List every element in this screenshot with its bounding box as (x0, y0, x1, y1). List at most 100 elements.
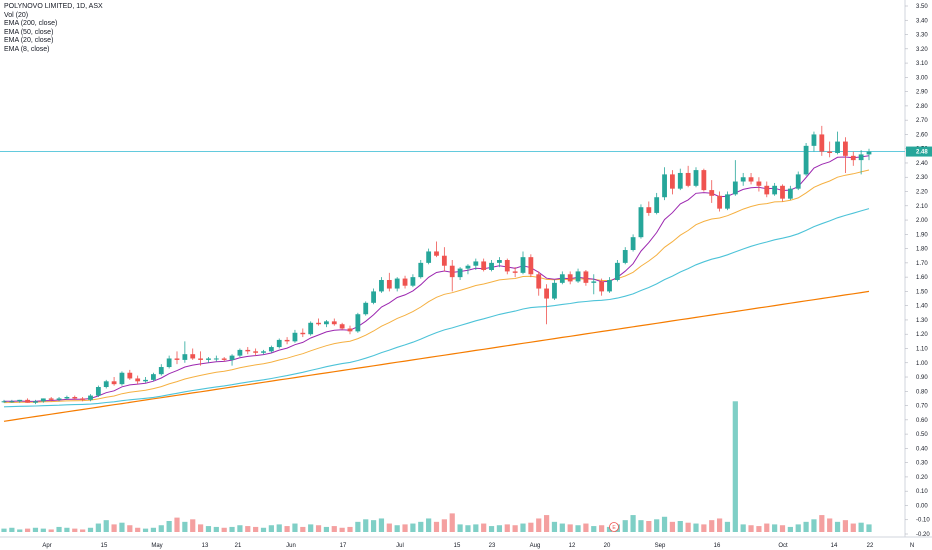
candle-body (316, 322, 321, 325)
candle-body (622, 250, 628, 263)
volume-bar (488, 526, 495, 532)
x-tick-label: 12 (569, 543, 576, 549)
candle-body (607, 279, 612, 292)
candle-body (449, 265, 455, 278)
candle-body (158, 367, 164, 375)
volume-bar (449, 513, 455, 532)
candle-body (670, 174, 675, 189)
volume-bar (127, 525, 133, 532)
candle-body (575, 271, 581, 282)
candle-body (135, 378, 141, 382)
y-tick-label: -0.20 (916, 532, 930, 538)
candle-body (95, 387, 101, 396)
x-tick-label: 23 (489, 543, 496, 549)
candle-body (237, 349, 243, 356)
candle-body (40, 398, 46, 402)
candle-body (268, 347, 274, 352)
candle-body (166, 358, 172, 368)
candle-body (740, 177, 746, 182)
volume-bar (24, 528, 31, 532)
volume-bar (103, 520, 109, 532)
x-tick-label: 14 (831, 543, 838, 549)
volume-bar (40, 528, 46, 532)
volume-bar (701, 524, 707, 532)
candle-body (552, 282, 557, 299)
candle-body (48, 398, 54, 400)
volume-bar (87, 527, 94, 532)
candle-body (709, 190, 715, 196)
candle-body (457, 268, 463, 278)
candle-body (787, 188, 793, 199)
volume-bar (630, 515, 636, 532)
volume-bar (190, 519, 196, 532)
candle-body (764, 185, 770, 195)
volume-bar (591, 526, 597, 532)
candle-body (292, 332, 298, 342)
candle-body (386, 279, 392, 289)
y-tick-label: 3.20 (916, 47, 928, 53)
volume-bar (772, 524, 778, 532)
volume-bar (213, 526, 219, 532)
candle-body (127, 372, 133, 379)
candle-body (56, 398, 62, 400)
candle-body (276, 339, 282, 348)
x-tick-label: 22 (867, 543, 874, 549)
volume-bar (842, 520, 849, 532)
y-tick-label: 2.90 (916, 90, 928, 96)
volume-bar (221, 527, 227, 532)
volume-bar (48, 529, 54, 532)
chart-legend: POLYNOVO LIMITED, 1D, ASX Vol (20) EMA (… (4, 3, 103, 55)
volume-bar (237, 525, 243, 532)
candle-body (308, 322, 314, 335)
volume-bar (386, 523, 392, 532)
volume-bar (551, 521, 558, 532)
volume-bar (834, 521, 841, 532)
y-tick-label: 3.40 (916, 18, 928, 24)
volume-bar (819, 515, 825, 532)
candle-body (835, 141, 840, 153)
volume-bar (426, 518, 432, 532)
volume-bar (583, 523, 589, 532)
volume-bar (528, 522, 534, 532)
volume-bar (457, 524, 463, 532)
volume-bar (150, 527, 157, 532)
volume-bar (481, 523, 487, 532)
y-tick-label: 3.30 (916, 33, 928, 39)
y-tick-label: -0.10 (916, 518, 930, 524)
volume-bar (158, 525, 164, 532)
volume-bar (685, 522, 691, 532)
candle-body (347, 328, 353, 332)
y-tick-label: 0.60 (916, 418, 928, 424)
volume-bar (80, 529, 86, 532)
candle-body (473, 261, 479, 266)
y-tick-label: 3.00 (916, 75, 928, 81)
x-tick-label: 15 (454, 543, 461, 549)
volume-bar (661, 516, 668, 532)
volume-bar (473, 524, 479, 532)
candle-body (497, 260, 502, 263)
volume-bar (64, 527, 70, 532)
candle-body (441, 255, 447, 266)
volume-bar (331, 526, 337, 532)
candle-body (64, 397, 70, 399)
volume-bar (787, 526, 793, 532)
candle-body (772, 185, 778, 195)
candle-body (583, 271, 589, 283)
volume-bar (174, 517, 180, 532)
volume-bar (300, 526, 306, 532)
candle-body (111, 381, 117, 385)
x-tick-label: 15 (101, 543, 108, 549)
candle-body (748, 177, 754, 182)
candle-body (481, 261, 487, 270)
candle-body (693, 170, 699, 186)
volume-bar (811, 519, 817, 532)
candle-body (198, 358, 203, 360)
y-tick-label: 0.50 (916, 432, 928, 438)
candle-body (17, 399, 23, 402)
candle-body (685, 172, 691, 186)
candle-body (88, 395, 93, 400)
volume-bar (253, 526, 259, 532)
ema20-line (3, 169, 870, 404)
volume-bar (355, 521, 361, 532)
